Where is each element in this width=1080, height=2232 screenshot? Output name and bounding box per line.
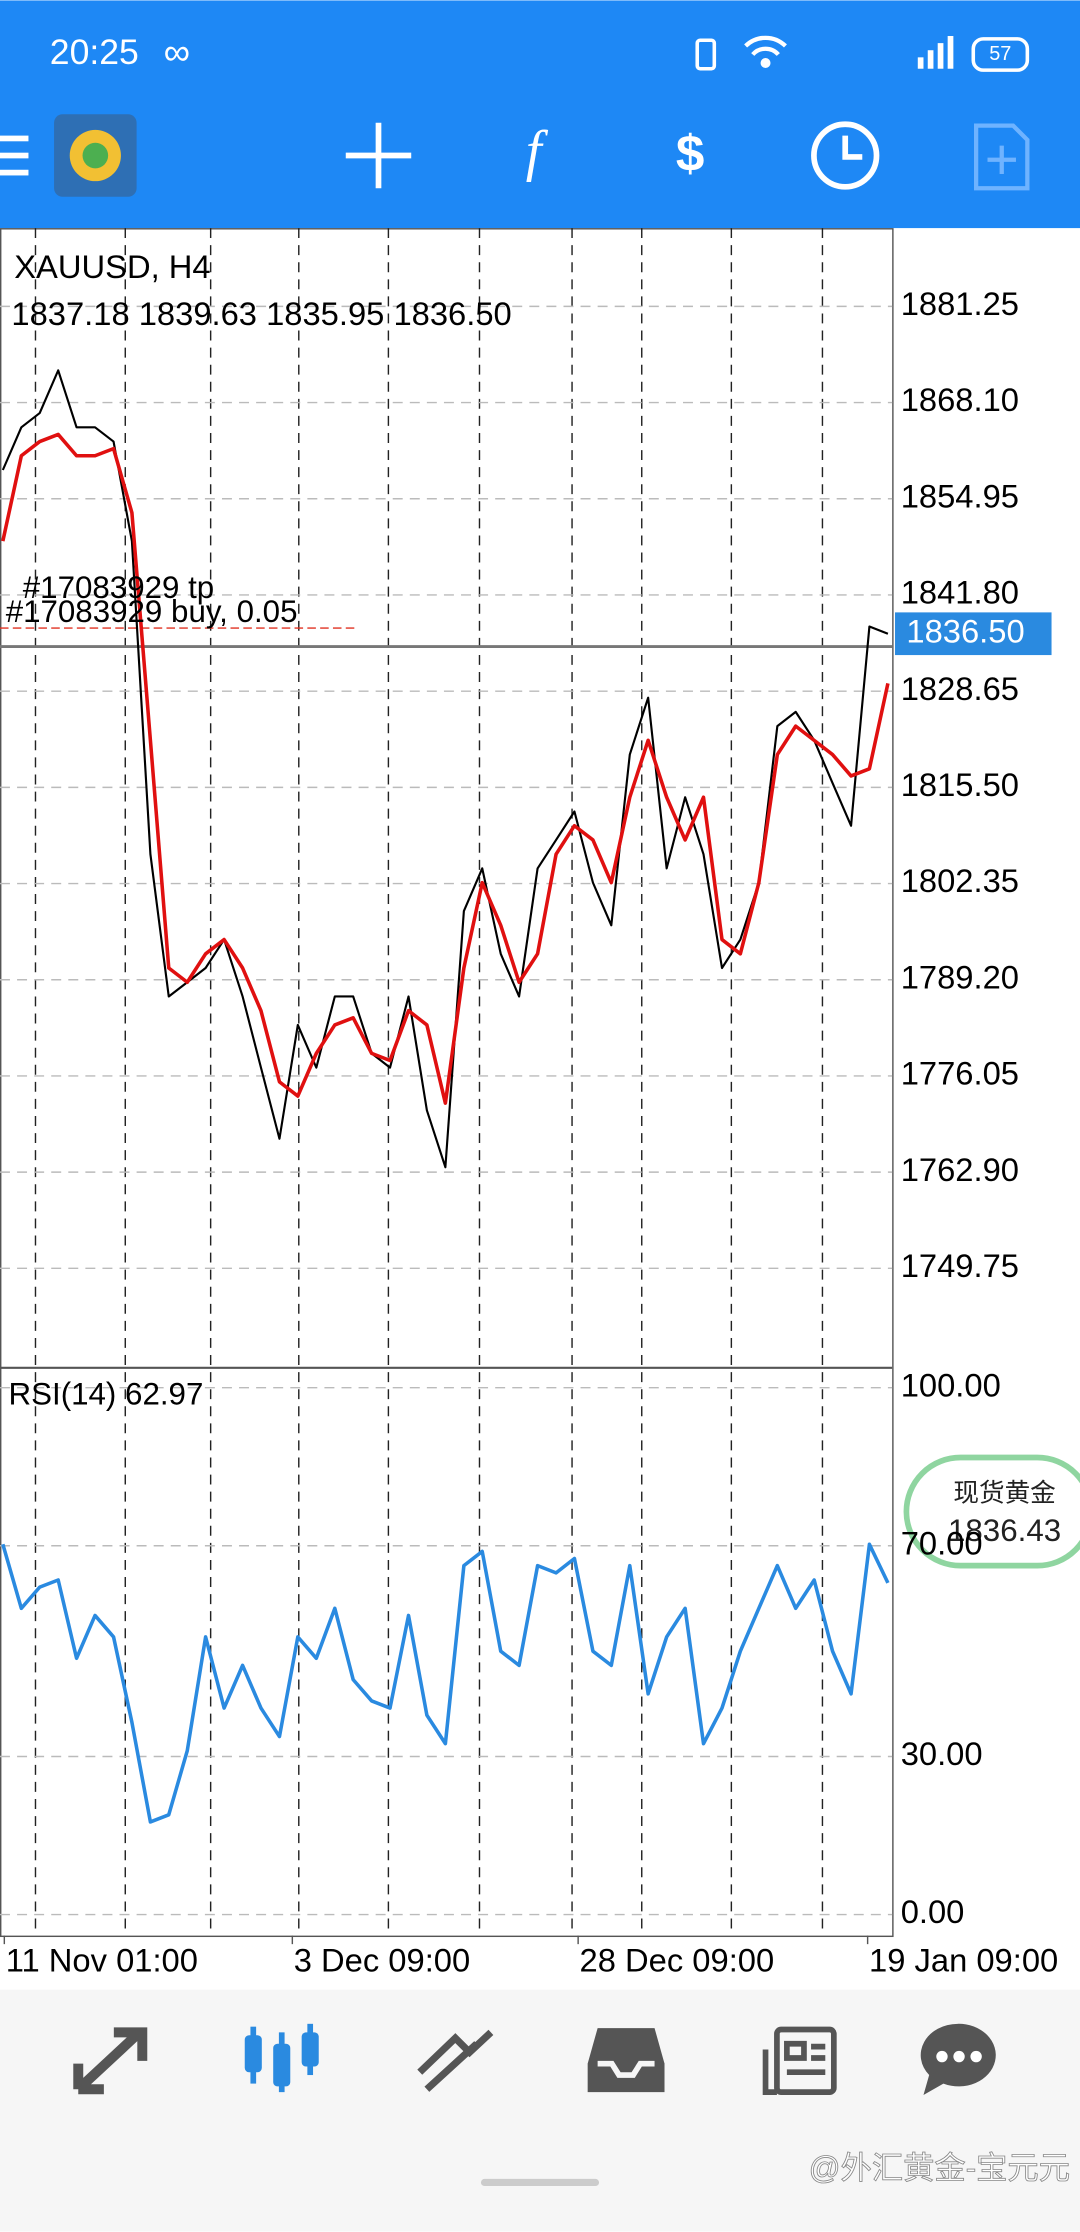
app-bar [0, 0, 1080, 229]
x-tick-label: 3 Dec 09:00 [294, 1941, 470, 1978]
menu-button[interactable] [0, 135, 29, 176]
crosshair-button[interactable] [345, 122, 412, 189]
watermark: @外汇黄金-宝元元 [809, 2151, 1070, 2186]
y-tick-label: 100.00 [901, 1366, 1001, 1403]
app-logo[interactable] [54, 114, 137, 197]
new-order-button[interactable] [973, 123, 1030, 191]
quotes-tab[interactable] [73, 2027, 148, 2095]
y-tick-label: 1881.25 [901, 285, 1019, 322]
timeframe-button[interactable] [811, 121, 880, 190]
status-time: 20:25 [50, 32, 139, 72]
chart-tab[interactable] [244, 2023, 319, 2093]
y-tick-label: 1789.20 [901, 958, 1019, 995]
rsi-pane [0, 1387, 893, 1916]
status-icons [695, 35, 1030, 72]
y-tick-label: 70.00 [901, 1524, 983, 1561]
rsi-title: RSI(14) 62.97 [9, 1377, 204, 1412]
price-badge-label: 1836.50 [906, 612, 1024, 649]
home-indicator [480, 2178, 600, 2187]
y-tick-label: 0.00 [901, 1893, 965, 1930]
y-tick-label: 1815.50 [901, 766, 1019, 803]
series-line [1, 369, 889, 1169]
trade-tab[interactable] [417, 2029, 494, 2092]
y-tick-label: 1802.35 [901, 862, 1019, 899]
chat-tab[interactable] [920, 2023, 996, 2095]
chart-title: XAUUSD, H4 [14, 248, 210, 285]
status-icon: ∞ [164, 31, 190, 72]
widget-price: 1836.43 [948, 1513, 1061, 1548]
price-badge [895, 612, 1052, 656]
news-tab[interactable] [762, 2026, 837, 2095]
bottom-nav [0, 1989, 1080, 2232]
x-tick-label: 28 Dec 09:00 [580, 1941, 775, 1978]
y-tick-label: 1868.10 [901, 381, 1019, 418]
price-widget[interactable]: 现货黄金 1836.43 [903, 1454, 1080, 1569]
series-line [1, 1542, 890, 1824]
price-pane [0, 228, 893, 1936]
ohlc-values: 1837.18 1839.63 1835.95 1836.50 [11, 295, 511, 332]
battery-level: 57 [989, 43, 1011, 65]
y-tick-label: 30.00 [901, 1735, 983, 1772]
y-tick-label: 1776.05 [901, 1055, 1019, 1092]
y-tick-label: 1854.95 [901, 477, 1019, 514]
y-tick-label: 1762.90 [901, 1151, 1019, 1188]
order-label: #17083929 buy, 0.05 [6, 594, 298, 629]
y-tick-label: 1828.65 [901, 670, 1019, 707]
y-tick-label: 1841.80 [901, 574, 1019, 611]
order-label: #17083929 tp [23, 570, 214, 605]
x-tick-label: 19 Jan 09:00 [869, 1941, 1058, 1978]
y-tick-label: 1749.75 [901, 1247, 1019, 1284]
trade-button[interactable]: $ [676, 124, 705, 181]
series-line [1, 432, 890, 1105]
x-tick-label: 11 Nov 01:00 [6, 1941, 198, 1978]
widget-name: 现货黄金 [953, 1478, 1055, 1507]
history-tab[interactable] [587, 2028, 665, 2093]
